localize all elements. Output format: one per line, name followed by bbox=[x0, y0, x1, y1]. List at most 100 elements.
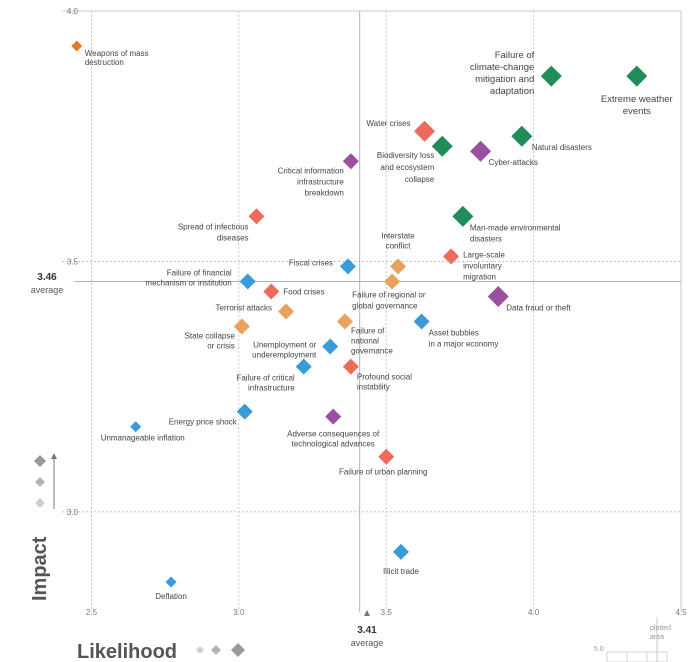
point-deflation bbox=[165, 576, 177, 588]
label-line: disasters bbox=[470, 234, 502, 243]
label-failure-of-financial-mechanism-or-institution: Failure of financial mechanism or institu… bbox=[145, 268, 231, 287]
label-line: Unemployment or bbox=[253, 341, 316, 350]
label-line: mechanism or institution bbox=[145, 278, 231, 287]
label-line: breakdown bbox=[305, 188, 344, 197]
label-unemployment-or-underemployment: Unemployment or underemployment bbox=[252, 341, 317, 360]
point-state-collapse-or-crisis bbox=[233, 318, 250, 335]
label-line: Weapons of mass bbox=[85, 49, 149, 58]
label-line: conflict bbox=[386, 241, 412, 250]
label-terrorist-attacks: Terrorist attacks bbox=[216, 304, 272, 313]
label-line: Terrorist attacks bbox=[216, 304, 272, 313]
x-axis-title: Likelihood bbox=[77, 641, 177, 662]
impact-diamond-small-icon bbox=[35, 498, 45, 508]
impact-diamond-large-icon bbox=[34, 455, 46, 467]
y-average-label: average bbox=[31, 285, 64, 295]
x-tick-label: 2.5 bbox=[86, 608, 98, 617]
label-line: Unmanageable inflation bbox=[101, 434, 185, 443]
point-adverse-consequences-of-technological-advances bbox=[325, 408, 342, 425]
label-food-crises: Food crises bbox=[283, 287, 324, 296]
label-line: instability bbox=[357, 383, 390, 392]
label-line: Adverse consequences of bbox=[287, 430, 380, 439]
label-water-crises: Water crises bbox=[366, 119, 410, 128]
plotted-area-note-2: area bbox=[650, 634, 664, 641]
x-tick-label: 3.5 bbox=[381, 608, 393, 617]
point-failure-of-financial-mechanism-or-institution bbox=[239, 273, 256, 290]
point-interstate-conflict bbox=[390, 258, 407, 275]
label-failure-of-critical-infrastructure: Failure of critical infrastructure bbox=[236, 374, 295, 393]
plotted-area-note-1: plotted bbox=[650, 625, 671, 632]
label-line: mitigation and bbox=[475, 74, 534, 85]
y-tick-label: 3.5 bbox=[67, 257, 79, 266]
label-line: governance bbox=[351, 347, 393, 356]
inset-scale-value: 5.0 bbox=[594, 646, 604, 653]
label-extreme-weather-events: Extreme weather events bbox=[601, 94, 673, 117]
label-cyber-attacks: Cyber-attacks bbox=[489, 158, 538, 167]
likelihood-diamond-medium-icon bbox=[211, 645, 221, 655]
point-labels: Weapons of mass destruction Extreme weathe… bbox=[85, 49, 673, 601]
likelihood-size-legend bbox=[196, 643, 245, 657]
point-failure-of-climate-change-mitigation-and-adaptation bbox=[540, 65, 562, 87]
label-line: Failure of bbox=[351, 327, 385, 336]
label-line: destruction bbox=[85, 58, 124, 67]
point-critical-information-infrastructure-breakdown bbox=[342, 153, 359, 170]
label-data-fraud-or-theft: Data fraud or theft bbox=[506, 303, 571, 312]
point-profound-social-instability bbox=[342, 358, 359, 375]
label-line: Failure of urban planning bbox=[339, 468, 428, 477]
label-line: Data fraud or theft bbox=[506, 303, 571, 312]
label-large-scale-involuntary-migration: Large-scale involuntary migration bbox=[463, 250, 505, 281]
label-critical-information-infrastructure-breakdown: Critical information infrastructure breakd… bbox=[278, 166, 345, 197]
label-line: Critical information bbox=[278, 166, 344, 175]
impact-diamond-medium-icon bbox=[35, 477, 45, 487]
label-biodiversity-loss-and-ecosystem-collapse: Biodiversity loss and ecosystem collapse bbox=[377, 151, 435, 184]
point-weapons-of-mass-destruction bbox=[71, 40, 83, 52]
label-line: Fiscal crises bbox=[289, 258, 333, 267]
y-axis-title: Impact bbox=[29, 536, 51, 601]
point-energy-price-shock bbox=[236, 403, 253, 420]
point-asset-bubbles-in-a-major-economy bbox=[413, 313, 430, 330]
likelihood-diamond-small-icon bbox=[196, 646, 204, 654]
axis-ticks: 2.5 3.0 3.5 4.0 4.5 3.0 3.5 4.0 bbox=[67, 7, 687, 617]
label-line: Cyber-attacks bbox=[489, 158, 538, 167]
label-line: Failure of bbox=[495, 50, 535, 61]
point-failure-of-national-governance bbox=[336, 313, 353, 330]
label-line: migration bbox=[463, 272, 496, 281]
label-spread-of-infectious-diseases: Spread of infectious diseases bbox=[178, 222, 249, 242]
label-line: technological advances bbox=[292, 440, 375, 449]
label-adverse-consequences-of-technological-advances: Adverse consequences of technological adv… bbox=[287, 430, 380, 449]
label-failure-of-regional-or-global-governance: Failure of regional or global governance bbox=[352, 290, 426, 310]
impact-arrow-up-icon bbox=[51, 453, 57, 459]
label-line: Water crises bbox=[366, 119, 410, 128]
point-fiscal-crises bbox=[339, 258, 356, 275]
x-tick-label: 4.5 bbox=[675, 608, 687, 617]
label-failure-of-national-governance: Failure of national governance bbox=[351, 327, 393, 356]
point-cyber-attacks bbox=[470, 140, 492, 162]
label-line: Interstate bbox=[381, 231, 415, 240]
likelihood-diamond-large-icon bbox=[231, 643, 245, 657]
label-asset-bubbles-in-a-major-economy: Asset bubbles in a major economy bbox=[429, 329, 499, 349]
label-weapons-of-mass-destruction: Weapons of mass destruction bbox=[85, 49, 149, 67]
label-line: Failure of critical bbox=[236, 374, 294, 383]
label-line: Food crises bbox=[283, 287, 324, 296]
point-unemployment-or-underemployment bbox=[322, 338, 339, 355]
y-average-value: 3.46 bbox=[37, 272, 57, 283]
label-line: infrastructure bbox=[297, 177, 344, 186]
point-failure-of-urban-planning bbox=[378, 448, 395, 465]
label-line: adaptation bbox=[490, 86, 534, 97]
average-lines bbox=[74, 11, 681, 612]
label-state-collapse-or-crisis: State collapse or crisis bbox=[185, 332, 236, 351]
point-food-crises bbox=[263, 283, 280, 300]
point-natural-disasters bbox=[511, 125, 533, 147]
label-line: Deflation bbox=[155, 592, 187, 601]
label-line: Natural disasters bbox=[532, 143, 592, 152]
impact-size-legend bbox=[34, 453, 57, 509]
x-tick-label: 3.0 bbox=[233, 608, 245, 617]
label-line: Energy price shock bbox=[169, 418, 238, 427]
label-line: events bbox=[623, 106, 651, 117]
label-line: Failure of regional or bbox=[352, 290, 426, 299]
label-line: diseases bbox=[217, 233, 249, 242]
label-line: Large-scale bbox=[463, 250, 505, 259]
label-line: and ecosystem bbox=[380, 163, 434, 172]
label-natural-disasters: Natural disasters bbox=[532, 143, 592, 152]
x-average-value: 3.41 bbox=[357, 625, 377, 636]
